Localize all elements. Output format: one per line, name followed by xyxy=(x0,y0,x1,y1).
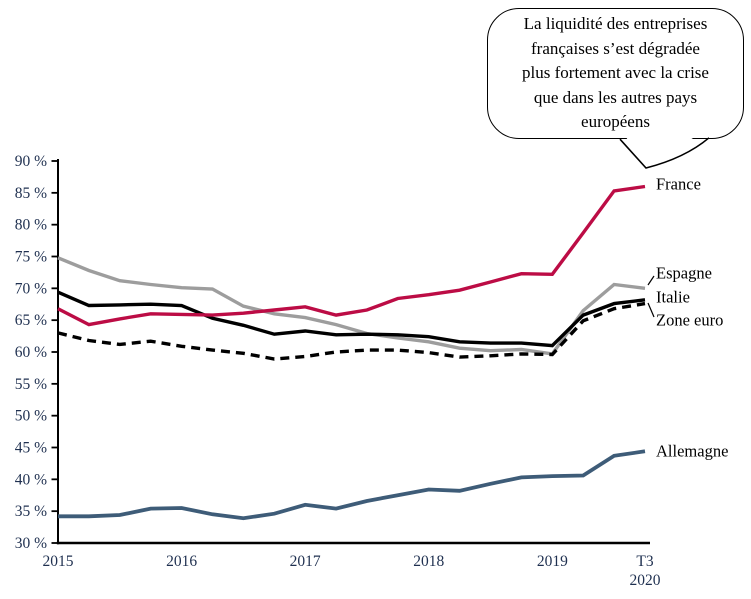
y-axis: 90 % 85 % 80 % 75 % 70 % 65 % 60 % 55 % 50 % 45 %… xyxy=(15,153,59,552)
y-tick-label: 75 % xyxy=(15,248,47,265)
callout-tail-fill xyxy=(620,128,709,168)
series-line-espagne xyxy=(57,256,646,356)
callout-line: françaises s’est dégradée xyxy=(531,38,700,58)
x-tick-label: 2017 xyxy=(290,553,321,570)
y-tick-label: 35 % xyxy=(15,503,47,520)
callout-line: européens xyxy=(581,112,650,132)
y-tick-label: 85 % xyxy=(15,185,47,202)
x-tick-label: 2019 xyxy=(537,553,568,570)
x-axis: 2015 2016 2017 2018 2019 T3 2020 xyxy=(43,541,661,589)
series-line-allemagne xyxy=(58,449,646,521)
y-tick-label: 40 % xyxy=(15,471,47,488)
label-connector-espagne xyxy=(647,275,655,286)
x-tick-label: T3 xyxy=(636,553,653,570)
callout-line: plus fortement avec la crise xyxy=(522,63,709,83)
series-label-france: France xyxy=(656,175,701,194)
y-tick-label: 80 % xyxy=(15,217,47,234)
annotation-callout-text: La liquidité des entreprises françaises s… xyxy=(488,12,743,135)
y-tick-label: 65 % xyxy=(15,312,47,329)
annotation-callout: La liquidité des entreprises françaises s… xyxy=(487,8,744,139)
y-tick-label: 90 % xyxy=(15,153,47,170)
series-line-italie xyxy=(57,290,646,348)
series-italie: Italie xyxy=(57,288,690,348)
series-label-zone-euro: Zone euro xyxy=(656,311,723,330)
y-tick-label: 45 % xyxy=(15,439,47,456)
series-label-allemagne: Allemagne xyxy=(656,442,728,461)
label-connector-zone-euro xyxy=(647,302,655,318)
series-line-france xyxy=(57,184,646,327)
series-allemagne: Allemagne xyxy=(58,442,728,521)
y-tick-label: 55 % xyxy=(15,376,47,393)
y-tick-label: 30 % xyxy=(15,535,47,552)
series-zone-euro: Zone euro xyxy=(57,301,723,361)
y-tick-label: 70 % xyxy=(15,280,47,297)
series-espagne: Espagne xyxy=(57,256,712,356)
series-label-espagne: Espagne xyxy=(656,264,712,283)
series-label-italie: Italie xyxy=(656,288,690,307)
callout-tail-outline xyxy=(619,137,710,169)
x-tick-label: 2018 xyxy=(413,553,444,570)
x-tick-label: 2016 xyxy=(166,553,197,570)
callout-line: que dans les autres pays xyxy=(533,87,698,107)
series-france: France xyxy=(57,175,701,327)
callout-line: La liquidité des entreprises xyxy=(523,14,708,34)
x-tick-label: 2015 xyxy=(43,553,74,570)
y-tick-label: 50 % xyxy=(15,408,47,425)
x-tick-label: 2020 xyxy=(630,572,661,589)
y-tick-label: 60 % xyxy=(15,344,47,361)
